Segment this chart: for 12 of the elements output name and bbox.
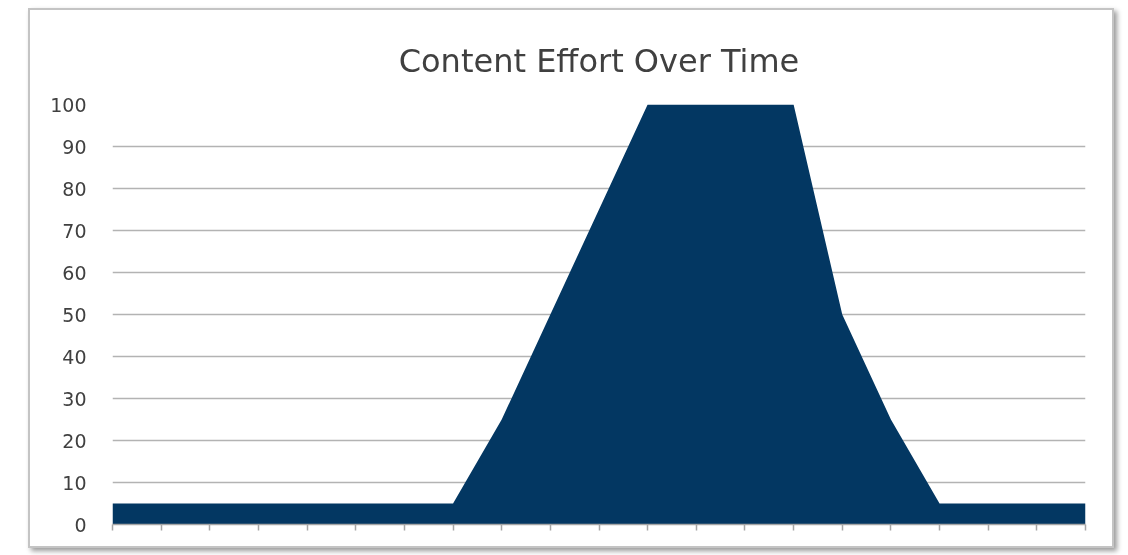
y-tick-label: 90 [62, 135, 87, 158]
y-tick-label: 100 [50, 93, 87, 116]
y-tick-label: 30 [62, 387, 87, 410]
y-tick-label: 60 [62, 261, 87, 284]
y-tick-label: 10 [62, 471, 87, 494]
y-tick-label: 50 [62, 303, 87, 326]
chart-title: Content Effort Over Time [398, 41, 800, 80]
y-tick-label: 20 [62, 429, 87, 452]
y-tick-label: 70 [62, 219, 87, 242]
y-tick-label: 0 [74, 513, 87, 536]
y-tick-label: 80 [62, 177, 87, 200]
y-tick-label: 40 [62, 345, 87, 368]
